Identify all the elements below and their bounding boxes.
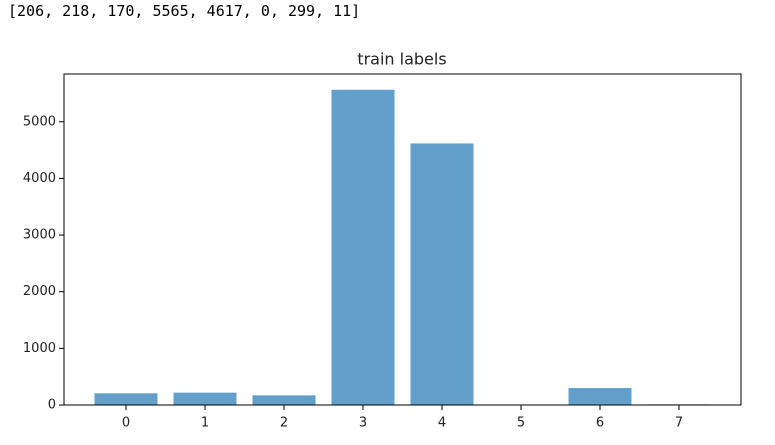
axes-frame (63, 73, 742, 406)
x-tick-label: 1 (201, 416, 209, 431)
x-tick-label: 3 (359, 416, 367, 431)
y-tick-label: 0 (48, 398, 56, 413)
bar (568, 388, 632, 405)
x-tick-label: 2 (280, 416, 288, 431)
y-tick-label: 4000 (23, 171, 56, 186)
x-tick-label: 7 (675, 416, 683, 431)
x-tick-label: 5 (517, 416, 525, 431)
bar (94, 393, 158, 405)
bar (252, 395, 316, 405)
bar (331, 89, 395, 405)
bar (173, 392, 237, 405)
y-tick-label: 2000 (23, 284, 56, 299)
output-text: [206, 218, 170, 5565, 4617, 0, 299, 11] (8, 2, 361, 20)
bar (410, 143, 474, 405)
chart-title: train labels (357, 50, 446, 69)
y-tick-label: 1000 (23, 341, 56, 356)
y-tick-label: 3000 (23, 228, 56, 243)
x-tick-label: 4 (438, 416, 446, 431)
x-tick-label: 0 (122, 416, 130, 431)
x-tick-label: 6 (596, 416, 604, 431)
y-tick-label: 5000 (23, 114, 56, 129)
